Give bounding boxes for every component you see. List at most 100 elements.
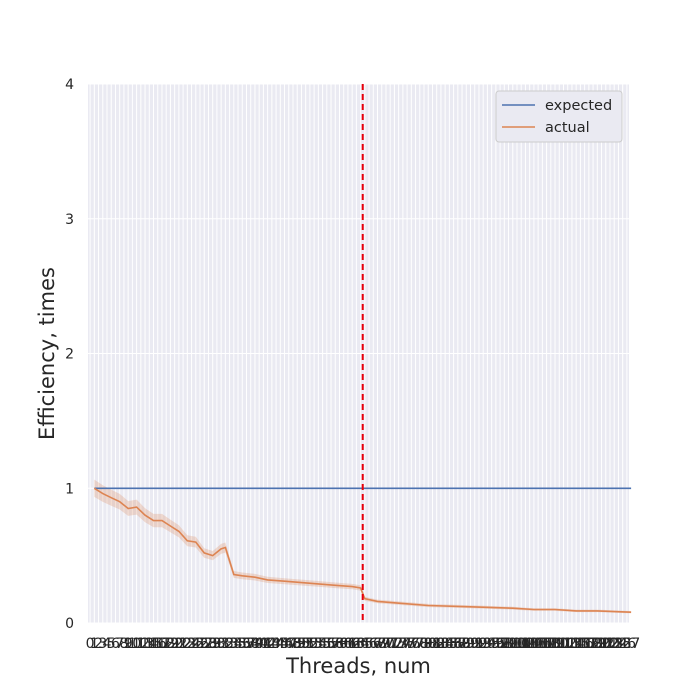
y-tick-label: 4 [65, 77, 74, 93]
x-tick-label: 19 [162, 636, 180, 652]
series-line-actual [93, 487, 632, 613]
x-tick-label: 75 [398, 636, 416, 652]
y-tick-label: 2 [65, 347, 74, 363]
x-tick-label: 90 [462, 636, 480, 652]
x-tick-label: 79 [415, 636, 433, 652]
x-tick-label: 95 [483, 636, 501, 652]
x-tick-label: 84 [436, 636, 454, 652]
x-tick-label: 1 [90, 636, 99, 652]
y-tick-label: 1 [65, 481, 74, 497]
x-tick-label: 71 [381, 636, 399, 652]
x-tick-label: 14 [140, 636, 158, 652]
x-tick-label: 86 [445, 636, 463, 652]
x-tick-label: 21 [170, 636, 188, 652]
y-tick-labels: 0 1 2 3 4 [65, 77, 74, 632]
actual-band-area [94, 479, 632, 614]
x-tick-label: 101 [504, 636, 531, 652]
x-tick-label: 126 [609, 636, 636, 652]
x-tick-label: 59 [331, 636, 349, 652]
x-tick-label: 127 [614, 636, 641, 652]
x-tick-label: 0 [86, 636, 95, 652]
x-tick-label: 105 [521, 636, 548, 652]
x-tick-label: 55 [314, 636, 332, 652]
x-tick-label: 111 [546, 636, 573, 652]
x-tick-label: 62 [343, 636, 361, 652]
x-tick-label: 102 [508, 636, 535, 652]
x-tick-label: 113 [554, 636, 581, 652]
x-tick-label: 125 [605, 636, 632, 652]
x-tick-label: 107 [529, 636, 556, 652]
x-tick-label: 91 [466, 636, 484, 652]
x-tick-label: 27 [195, 636, 213, 652]
x-tick-label: 98 [495, 636, 513, 652]
x-tick-label: 44 [267, 636, 285, 652]
x-tick-label: 117 [571, 636, 598, 652]
x-tick-label: 115 [563, 636, 590, 652]
x-tick-label: 106 [525, 636, 552, 652]
x-tick-label: 11 [128, 636, 146, 652]
x-tick-label: 123 [597, 636, 624, 652]
x-tick-label: 72 [386, 636, 404, 652]
x-tick-label: 69 [373, 636, 391, 652]
x-tick-label: 10 [123, 636, 141, 652]
x-tick-label: 100 [499, 636, 526, 652]
x-tick-label: 9 [124, 636, 133, 652]
x-tick-label: 116 [567, 636, 594, 652]
legend-label-actual: actual [545, 120, 590, 136]
x-tick-label: 65 [356, 636, 374, 652]
x-tick-label: 48 [284, 636, 302, 652]
x-tick-label: 32 [216, 636, 234, 652]
x-tick-label: 122 [592, 636, 619, 652]
x-tick-label: 22 [174, 636, 192, 652]
x-tick-label: 83 [432, 636, 450, 652]
x-tick-label: 36 [233, 636, 251, 652]
x-tick-label: 58 [326, 636, 344, 652]
x-tick-label: 18 [157, 636, 175, 652]
x-tick-label: 92 [470, 636, 488, 652]
x-tick-label: 51 [297, 636, 315, 652]
actual-confidence-band [94, 479, 632, 614]
x-tick-label: 76 [402, 636, 420, 652]
x-tick-label: 6 [111, 636, 120, 652]
grid [88, 83, 629, 624]
x-tick-label: 56 [318, 636, 336, 652]
x-tick-label: 57 [322, 636, 340, 652]
x-tick-label: 77 [407, 636, 425, 652]
x-tick-label: 26 [191, 636, 209, 652]
x-tick-label: 112 [550, 636, 577, 652]
x-tick-label: 78 [411, 636, 429, 652]
x-tick-label: 42 [259, 636, 277, 652]
x-tick-label: 104 [516, 636, 543, 652]
x-tick-label: 33 [221, 636, 239, 652]
x-tick-label: 24 [183, 636, 201, 652]
x-tick-label: 13 [136, 636, 154, 652]
x-tick-label: 80 [419, 636, 437, 652]
legend-label-expected: expected [545, 98, 612, 114]
y-tick-label: 0 [65, 616, 74, 632]
x-tick-label: 121 [588, 636, 615, 652]
x-tick-label: 45 [271, 636, 289, 652]
x-tick-label: 28 [200, 636, 218, 652]
x-tick-label: 114 [559, 636, 586, 652]
x-tick-label: 85 [440, 636, 458, 652]
x-tick-label: 23 [178, 636, 196, 652]
x-tick-label: 12 [132, 636, 150, 652]
x-tick-label: 46 [276, 636, 294, 652]
x-tick-label: 124 [601, 636, 628, 652]
y-tick-label: 3 [65, 212, 74, 228]
x-tick-label: 41 [254, 636, 272, 652]
x-tick-label: 29 [204, 636, 222, 652]
x-tick-label: 70 [377, 636, 395, 652]
x-tick-label: 60 [335, 636, 353, 652]
x-tick-label: 39 [246, 636, 264, 652]
x-tick-label: 54 [309, 636, 327, 652]
legend: expected actual [495, 90, 623, 143]
x-tick-label: 64 [352, 636, 370, 652]
x-tick-label: 67 [364, 636, 382, 652]
x-tick-label: 108 [533, 636, 560, 652]
x-tick-label: 50 [293, 636, 311, 652]
x-tick-label: 4 [103, 636, 112, 652]
x-tick-label: 66 [360, 636, 378, 652]
x-tick-label: 73 [390, 636, 408, 652]
